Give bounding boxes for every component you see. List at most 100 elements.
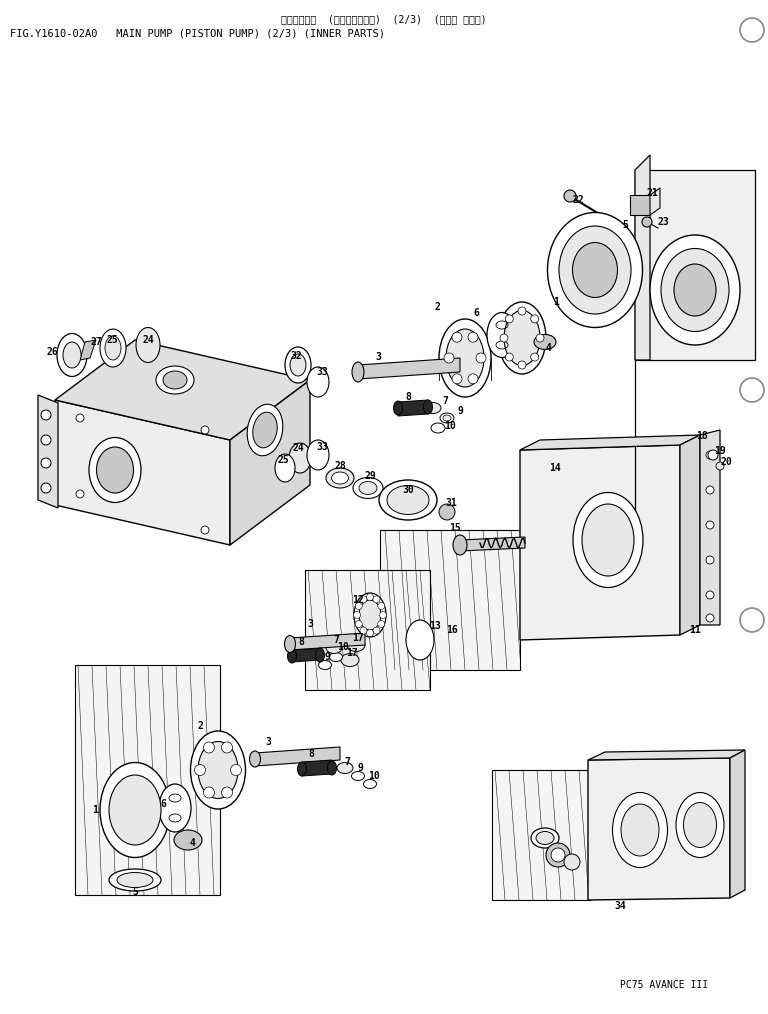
Circle shape xyxy=(76,414,84,422)
Ellipse shape xyxy=(198,741,238,798)
Polygon shape xyxy=(730,750,745,898)
Ellipse shape xyxy=(100,329,126,367)
Ellipse shape xyxy=(105,336,121,360)
Circle shape xyxy=(201,426,209,434)
Text: 29: 29 xyxy=(364,470,376,481)
Circle shape xyxy=(221,742,233,753)
Text: FIG.Y1610-02A0   MAIN PUMP (PISTON PUMP) (2/3) (INNER PARTS): FIG.Y1610-02A0 MAIN PUMP (PISTON PUMP) (… xyxy=(10,28,385,38)
Ellipse shape xyxy=(352,772,365,781)
Ellipse shape xyxy=(548,213,643,328)
Circle shape xyxy=(373,627,380,634)
Text: 25: 25 xyxy=(106,335,118,345)
Ellipse shape xyxy=(247,405,283,455)
Polygon shape xyxy=(680,435,700,635)
Ellipse shape xyxy=(117,872,153,887)
Circle shape xyxy=(551,848,565,862)
Text: 10: 10 xyxy=(337,642,349,652)
Polygon shape xyxy=(290,633,365,650)
Text: 13: 13 xyxy=(429,621,441,631)
Circle shape xyxy=(366,593,373,600)
Circle shape xyxy=(230,765,241,776)
Ellipse shape xyxy=(613,793,667,868)
Ellipse shape xyxy=(253,412,277,448)
Ellipse shape xyxy=(406,620,434,660)
Circle shape xyxy=(642,217,652,227)
Circle shape xyxy=(41,458,51,468)
Circle shape xyxy=(360,596,367,603)
Circle shape xyxy=(360,627,367,634)
Text: 3: 3 xyxy=(265,737,271,747)
Ellipse shape xyxy=(332,472,349,484)
Ellipse shape xyxy=(359,600,381,630)
Text: 8: 8 xyxy=(308,749,314,759)
Polygon shape xyxy=(292,648,320,662)
Ellipse shape xyxy=(109,869,161,891)
Ellipse shape xyxy=(423,400,432,414)
Text: 26: 26 xyxy=(46,347,58,357)
Circle shape xyxy=(531,315,538,322)
Circle shape xyxy=(706,591,714,599)
Circle shape xyxy=(204,787,214,798)
Polygon shape xyxy=(635,170,755,360)
Circle shape xyxy=(41,483,51,493)
Ellipse shape xyxy=(363,780,376,789)
Circle shape xyxy=(505,315,513,322)
Ellipse shape xyxy=(97,447,134,493)
Text: 2: 2 xyxy=(434,302,440,312)
Text: 21: 21 xyxy=(646,188,658,198)
Ellipse shape xyxy=(440,413,454,423)
Text: 2: 2 xyxy=(197,721,203,731)
Circle shape xyxy=(439,504,455,520)
Polygon shape xyxy=(80,340,96,360)
Polygon shape xyxy=(520,435,700,450)
Ellipse shape xyxy=(572,242,617,297)
Circle shape xyxy=(706,486,714,494)
Ellipse shape xyxy=(57,334,87,376)
Ellipse shape xyxy=(504,310,540,365)
Ellipse shape xyxy=(439,319,491,397)
Polygon shape xyxy=(460,537,525,551)
Circle shape xyxy=(468,374,478,383)
Ellipse shape xyxy=(674,264,716,316)
Polygon shape xyxy=(255,747,340,766)
Text: 6: 6 xyxy=(473,308,479,318)
Ellipse shape xyxy=(341,653,359,666)
Text: 27: 27 xyxy=(90,337,102,347)
Text: 25: 25 xyxy=(277,455,289,465)
Circle shape xyxy=(706,556,714,564)
Text: 28: 28 xyxy=(334,461,346,470)
Text: 24: 24 xyxy=(142,335,154,345)
Ellipse shape xyxy=(650,235,740,345)
Text: 33: 33 xyxy=(316,442,328,452)
Ellipse shape xyxy=(290,354,306,376)
Ellipse shape xyxy=(531,828,559,848)
Ellipse shape xyxy=(156,366,194,394)
Ellipse shape xyxy=(359,482,377,495)
Polygon shape xyxy=(700,430,720,625)
Text: 17: 17 xyxy=(346,648,358,658)
Ellipse shape xyxy=(353,478,383,499)
Polygon shape xyxy=(358,358,460,379)
Text: 15: 15 xyxy=(449,523,461,533)
Text: 9: 9 xyxy=(324,652,330,662)
Polygon shape xyxy=(650,188,660,215)
Text: 16: 16 xyxy=(446,625,458,635)
Ellipse shape xyxy=(316,648,325,662)
Circle shape xyxy=(373,596,380,603)
Circle shape xyxy=(706,521,714,529)
Ellipse shape xyxy=(582,504,634,576)
Circle shape xyxy=(716,462,724,470)
Text: 10: 10 xyxy=(444,421,456,431)
Text: 18: 18 xyxy=(696,431,708,441)
Text: 9: 9 xyxy=(357,763,363,773)
Ellipse shape xyxy=(174,830,202,850)
Ellipse shape xyxy=(676,793,724,858)
Ellipse shape xyxy=(453,535,467,555)
Ellipse shape xyxy=(136,328,160,362)
Ellipse shape xyxy=(285,347,311,383)
Polygon shape xyxy=(305,570,430,690)
Text: 23: 23 xyxy=(657,217,669,227)
Circle shape xyxy=(708,450,718,460)
Circle shape xyxy=(706,614,714,622)
Circle shape xyxy=(356,602,362,609)
